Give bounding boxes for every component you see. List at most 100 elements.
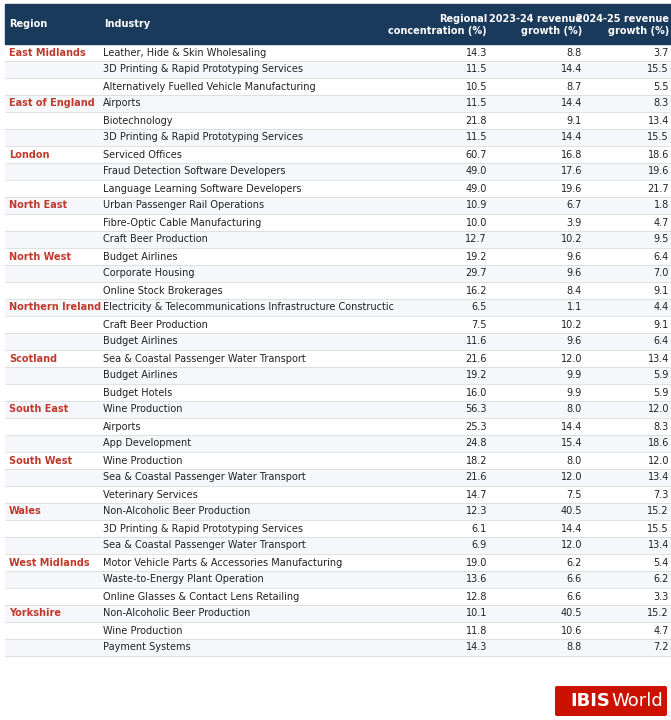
- Text: 4.7: 4.7: [654, 626, 669, 636]
- Text: 17.6: 17.6: [560, 166, 582, 176]
- Bar: [5, 333, 671, 350]
- Text: 29.7: 29.7: [466, 269, 487, 279]
- Bar: [5, 78, 671, 95]
- Bar: [5, 537, 671, 554]
- Text: 8.3: 8.3: [654, 421, 669, 431]
- Text: Sea & Coastal Passenger Water Transport: Sea & Coastal Passenger Water Transport: [103, 472, 306, 482]
- Text: 19.2: 19.2: [466, 371, 487, 380]
- Text: 9.6: 9.6: [567, 336, 582, 346]
- Text: 8.0: 8.0: [567, 456, 582, 466]
- Bar: [5, 350, 671, 367]
- Text: Craft Beer Production: Craft Beer Production: [103, 235, 208, 245]
- Text: South West: South West: [9, 456, 72, 466]
- Bar: [5, 180, 671, 197]
- Text: 19.6: 19.6: [648, 166, 669, 176]
- Text: North East: North East: [9, 200, 67, 210]
- Text: Urban Passenger Rail Operations: Urban Passenger Rail Operations: [103, 200, 264, 210]
- Text: 12.0: 12.0: [560, 354, 582, 364]
- Text: Yorkshire: Yorkshire: [9, 608, 61, 618]
- Text: World: World: [611, 692, 663, 710]
- Text: South East: South East: [9, 405, 68, 415]
- Text: 12.0: 12.0: [560, 472, 582, 482]
- Text: Sea & Coastal Passenger Water Transport: Sea & Coastal Passenger Water Transport: [103, 354, 306, 364]
- Text: 6.2: 6.2: [654, 575, 669, 585]
- Text: 11.6: 11.6: [466, 336, 487, 346]
- Text: 9.9: 9.9: [567, 371, 582, 380]
- Bar: [5, 367, 671, 384]
- Bar: [5, 486, 671, 503]
- Text: 8.8: 8.8: [567, 48, 582, 58]
- Text: 2024-25 revenue: 2024-25 revenue: [576, 14, 669, 24]
- Text: London: London: [9, 150, 50, 160]
- Text: 9.5: 9.5: [654, 235, 669, 245]
- Text: 14.3: 14.3: [466, 642, 487, 652]
- Text: 14.4: 14.4: [561, 523, 582, 534]
- Text: 10.1: 10.1: [466, 608, 487, 618]
- Text: 3D Printing & Rapid Prototyping Services: 3D Printing & Rapid Prototyping Services: [103, 523, 303, 534]
- Text: 3.3: 3.3: [654, 592, 669, 601]
- Text: Fraud Detection Software Developers: Fraud Detection Software Developers: [103, 166, 285, 176]
- Text: 15.5: 15.5: [648, 132, 669, 143]
- Text: Fibre-Optic Cable Manufacturing: Fibre-Optic Cable Manufacturing: [103, 217, 261, 228]
- Text: 5.9: 5.9: [654, 371, 669, 380]
- Bar: [5, 520, 671, 537]
- Text: Alternatively Fuelled Vehicle Manufacturing: Alternatively Fuelled Vehicle Manufactur…: [103, 81, 315, 91]
- Text: 18.6: 18.6: [648, 438, 669, 449]
- Text: 25.3: 25.3: [466, 421, 487, 431]
- Text: 9.1: 9.1: [654, 286, 669, 295]
- Text: 16.0: 16.0: [466, 387, 487, 397]
- Text: 16.8: 16.8: [561, 150, 582, 160]
- Text: 12.0: 12.0: [560, 541, 582, 551]
- Text: 9.1: 9.1: [567, 115, 582, 125]
- Text: Leather, Hide & Skin Wholesaling: Leather, Hide & Skin Wholesaling: [103, 48, 266, 58]
- Text: Non-Alcoholic Beer Production: Non-Alcoholic Beer Production: [103, 608, 250, 618]
- Bar: [5, 588, 671, 605]
- Bar: [5, 112, 671, 129]
- Text: Wales: Wales: [9, 506, 42, 516]
- Bar: [5, 4, 671, 44]
- Text: Biotechnology: Biotechnology: [103, 115, 172, 125]
- Bar: [5, 639, 671, 656]
- Text: Veterinary Services: Veterinary Services: [103, 490, 198, 500]
- Text: 3.7: 3.7: [654, 48, 669, 58]
- Text: 14.7: 14.7: [466, 490, 487, 500]
- Bar: [5, 316, 671, 333]
- Text: Industry: Industry: [104, 19, 150, 29]
- Text: 21.8: 21.8: [466, 115, 487, 125]
- Text: Budget Hotels: Budget Hotels: [103, 387, 172, 397]
- Bar: [5, 401, 671, 418]
- Text: Craft Beer Production: Craft Beer Production: [103, 320, 208, 330]
- Text: 4.4: 4.4: [654, 302, 669, 312]
- Text: North West: North West: [9, 251, 71, 261]
- Text: 12.8: 12.8: [466, 592, 487, 601]
- Bar: [5, 129, 671, 146]
- Text: Sea & Coastal Passenger Water Transport: Sea & Coastal Passenger Water Transport: [103, 541, 306, 551]
- Text: 10.0: 10.0: [466, 217, 487, 228]
- Text: 15.2: 15.2: [648, 608, 669, 618]
- Text: 3.9: 3.9: [567, 217, 582, 228]
- Text: 12.3: 12.3: [466, 506, 487, 516]
- Text: Scotland: Scotland: [9, 354, 57, 364]
- Text: West Midlands: West Midlands: [9, 557, 90, 567]
- Bar: [5, 282, 671, 299]
- Text: Northern Ireland: Northern Ireland: [9, 302, 101, 312]
- Text: 16.2: 16.2: [466, 286, 487, 295]
- Text: 49.0: 49.0: [466, 166, 487, 176]
- Text: Online Glasses & Contact Lens Retailing: Online Glasses & Contact Lens Retailing: [103, 592, 299, 601]
- Text: Non-Alcoholic Beer Production: Non-Alcoholic Beer Production: [103, 506, 250, 516]
- Text: 60.7: 60.7: [466, 150, 487, 160]
- Bar: [5, 605, 671, 622]
- Text: 19.6: 19.6: [561, 184, 582, 194]
- Text: 10.2: 10.2: [560, 235, 582, 245]
- Bar: [5, 384, 671, 401]
- Bar: [5, 146, 671, 163]
- Text: 13.6: 13.6: [466, 575, 487, 585]
- Text: 14.4: 14.4: [561, 65, 582, 74]
- Text: 3D Printing & Rapid Prototyping Services: 3D Printing & Rapid Prototyping Services: [103, 65, 303, 74]
- Bar: [5, 214, 671, 231]
- Text: 9.1: 9.1: [654, 320, 669, 330]
- Text: 10.9: 10.9: [466, 200, 487, 210]
- Text: 7.5: 7.5: [566, 490, 582, 500]
- Bar: [5, 231, 671, 248]
- Text: 13.4: 13.4: [648, 354, 669, 364]
